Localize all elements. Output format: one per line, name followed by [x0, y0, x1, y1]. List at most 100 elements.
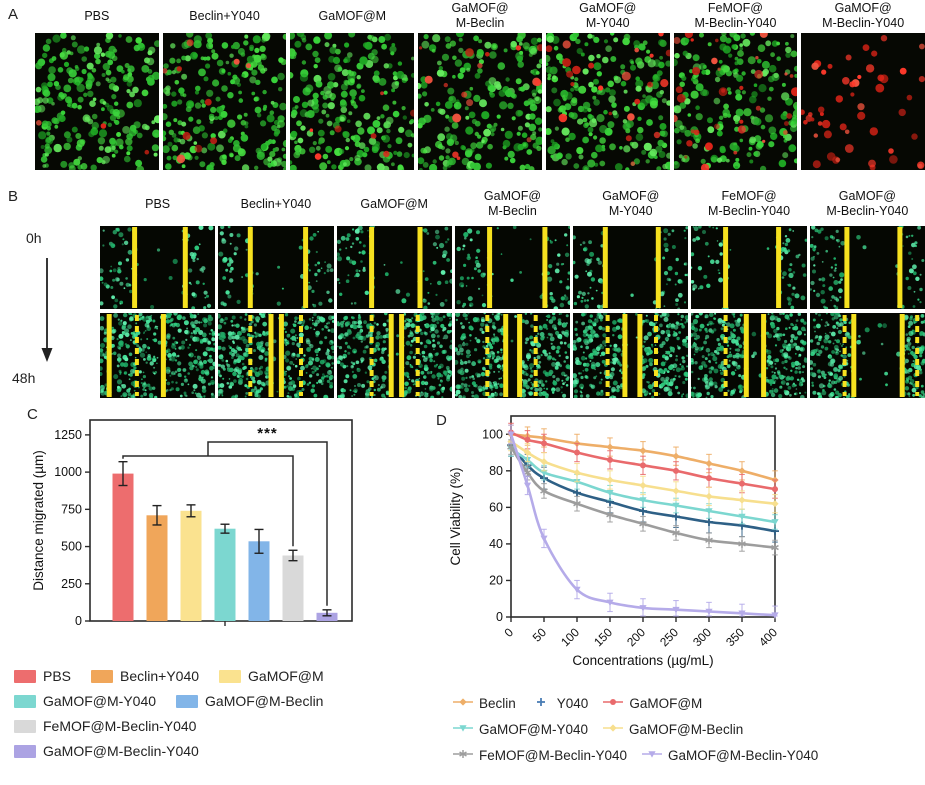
condition-label: Beclin+Y040 — [189, 8, 260, 23]
condition-label: GaMOF@ M-Beclin — [451, 1, 509, 30]
legend-swatch — [91, 669, 114, 683]
legend-marker — [602, 722, 624, 737]
wound-image-48h — [573, 313, 689, 398]
legend-label: GaMOF@M-Y040 — [479, 722, 588, 737]
wound-image-0h — [218, 226, 334, 309]
legend-item: GaMOF@M — [219, 668, 324, 684]
svg-text:500: 500 — [61, 540, 82, 554]
condition-label: PBS — [145, 196, 171, 211]
line-chart-legend: Beclin Y040 GaMOF@M GaMOF@M-Y040 GaMOF@M… — [452, 696, 925, 763]
panel-a-tag: A — [8, 6, 19, 23]
legend-label: GaMOF@M-Beclin — [205, 693, 324, 709]
legend-swatch — [219, 669, 242, 683]
wound-image-48h — [100, 313, 216, 398]
svg-text:200: 200 — [624, 625, 648, 649]
viability-line-chart: 0 20 40 60 80 100 0 50 100 150 200 250 300 350 400 Conc… — [448, 415, 780, 668]
wound-image-48h — [691, 313, 807, 398]
legend-marker — [641, 748, 663, 763]
legend-marker — [530, 696, 552, 711]
time-arrow-icon — [41, 258, 53, 362]
legend-label: FeMOF@M-Beclin-Y040 — [43, 718, 197, 734]
legend-item: Beclin+Y040 — [91, 668, 199, 684]
wound-image-0h — [100, 226, 216, 309]
wound-image-0h — [809, 226, 925, 309]
svg-text:Cell Viability (%): Cell Viability (%) — [448, 467, 463, 565]
timepoint-0h-label: 0h — [26, 230, 42, 246]
condition-label: GaMOF@ M-Beclin-Y040 — [822, 1, 905, 30]
fluorescence-micrograph — [673, 33, 798, 170]
fluorescence-micrograph — [162, 33, 287, 170]
legend-label: Y040 — [556, 696, 589, 711]
legend-swatch — [176, 694, 199, 708]
legend-item: GaMOF@M — [602, 696, 702, 711]
svg-text:1250: 1250 — [54, 428, 82, 442]
svg-text:40: 40 — [489, 537, 503, 551]
fluorescence-micrograph — [801, 33, 925, 170]
svg-text:0: 0 — [75, 614, 82, 628]
svg-text:60: 60 — [489, 500, 503, 514]
svg-text:50: 50 — [530, 625, 550, 645]
condition-label: GaMOF@ M-Y040 — [579, 1, 637, 30]
wound-image-0h — [454, 226, 571, 309]
panel-a-condition-labels: PBS Beclin+Y040 GaMOF@M GaMOF@ M-Beclin … — [35, 0, 925, 32]
condition-label: GaMOF@ M-Beclin-Y040 — [826, 189, 909, 218]
wound-image-48h — [454, 313, 571, 398]
legend-marker — [452, 748, 474, 763]
condition-label: GaMOF@ M-Y040 — [602, 189, 660, 218]
legend-label: GaMOF@M — [629, 696, 703, 711]
legend-label: Beclin — [479, 696, 516, 711]
svg-text:Distance migrated (µm): Distance migrated (µm) — [31, 450, 46, 591]
svg-text:0: 0 — [501, 625, 516, 640]
svg-text:750: 750 — [61, 502, 82, 516]
fluorescence-micrograph — [545, 33, 670, 170]
svg-text:Concentrations (µg/mL): Concentrations (µg/mL) — [572, 653, 713, 668]
wound-image-0h — [336, 226, 452, 309]
timepoint-48h-label: 48h — [12, 370, 36, 386]
legend-marker — [452, 696, 474, 711]
panel-a-image-row — [35, 33, 925, 170]
fluorescence-micrograph — [35, 33, 159, 170]
panel-c-tag: C — [27, 406, 38, 423]
legend-label: Beclin+Y040 — [120, 668, 200, 684]
legend-item: Y040 — [530, 696, 589, 711]
panel-d-tag: D — [436, 412, 447, 429]
condition-label: FeMOF@ M-Beclin-Y040 — [708, 189, 791, 218]
legend-item: Beclin — [452, 696, 516, 711]
panel-b-tag: B — [8, 188, 19, 205]
legend-item: GaMOF@M-Beclin — [602, 722, 743, 737]
svg-text:100: 100 — [482, 427, 503, 441]
legend-label: GaMOF@M-Beclin-Y040 — [43, 743, 199, 759]
svg-text:80: 80 — [489, 464, 503, 478]
svg-text:1000: 1000 — [54, 465, 82, 479]
legend-item: GaMOF@M-Beclin — [176, 693, 323, 709]
panel-b-condition-labels: PBS Beclin+Y040 GaMOF@M GaMOF@ M-Beclin … — [100, 184, 925, 224]
condition-label: FeMOF@ M-Beclin-Y040 — [694, 1, 777, 30]
legend-label: FeMOF@M-Beclin-Y040 — [479, 748, 627, 763]
condition-label: PBS — [84, 8, 110, 23]
svg-text:150: 150 — [591, 625, 615, 649]
legend-label: GaMOF@M-Beclin-Y040 — [668, 748, 819, 763]
legend-label: GaMOF@M — [248, 668, 324, 684]
wound-image-48h — [809, 313, 925, 398]
legend-item: GaMOF@M-Y040 — [452, 722, 588, 737]
svg-text:20: 20 — [489, 573, 503, 587]
legend-item: GaMOF@M-Beclin-Y040 — [641, 748, 818, 763]
bar-chart-legend: PBS Beclin+Y040 GaMOF@M GaMOF@M-Y040 GaM… — [14, 668, 444, 759]
legend-marker — [602, 696, 624, 711]
legend-label: PBS — [43, 668, 72, 684]
svg-text:350: 350 — [723, 625, 747, 649]
svg-text:250: 250 — [61, 577, 82, 591]
wound-image-0h — [691, 226, 807, 309]
legend-swatch — [14, 694, 36, 708]
legend-marker — [452, 722, 474, 737]
wound-image-48h — [218, 313, 334, 398]
panel-b-0h-row — [100, 226, 925, 309]
legend-item: FeMOF@M-Beclin-Y040 — [14, 718, 196, 734]
fluorescence-micrograph — [290, 33, 415, 170]
panel-b-48h-row — [100, 313, 925, 398]
condition-label: Beclin+Y040 — [240, 196, 312, 211]
legend-item: GaMOF@M-Y040 — [14, 693, 156, 709]
wound-image-48h — [336, 313, 452, 398]
svg-text:250: 250 — [657, 625, 681, 649]
wound-image-0h — [573, 226, 689, 309]
